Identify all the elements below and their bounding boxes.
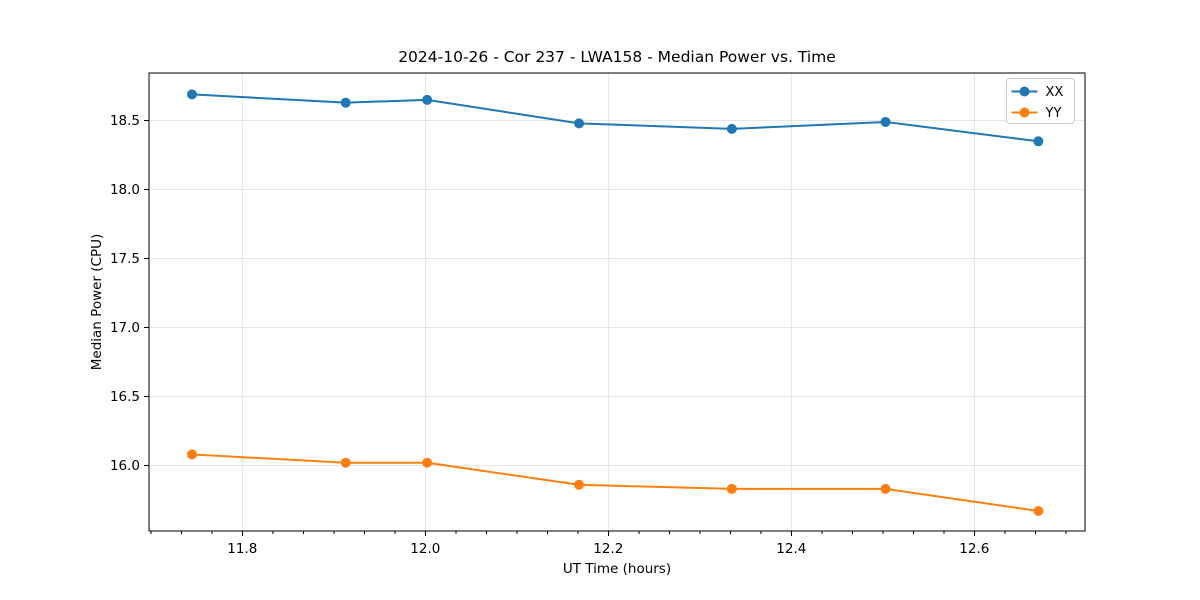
data-point-YY <box>422 457 433 468</box>
legend-box <box>1006 78 1075 124</box>
y-tick-label: 17.5 <box>110 251 140 267</box>
y-tick-label: 16.5 <box>110 389 140 405</box>
y-tick-label: 17.0 <box>110 320 140 336</box>
y-tick-label: 18.0 <box>110 182 140 198</box>
plot-border <box>148 72 1086 532</box>
data-point-XX <box>1033 136 1044 147</box>
series-line-XX <box>191 93 1040 143</box>
data-point-XX <box>340 97 351 108</box>
data-point-XX <box>187 89 198 100</box>
data-point-YY <box>726 483 737 494</box>
legend: XX YY <box>1006 78 1075 124</box>
series-line-YY <box>191 453 1040 512</box>
tick-layer <box>144 120 1067 536</box>
data-point-YY <box>1033 505 1044 516</box>
chart-title: 2024-10-26 - Cor 237 - LWA158 - Median P… <box>398 48 836 66</box>
series-layer <box>187 89 1044 516</box>
x-tick-label: 11.8 <box>227 541 257 557</box>
data-point-YY <box>880 483 891 494</box>
tick-label-layer: 11.8 12.0 12.2 12.4 12.6 16.0 16.5 17.0 17.5 18.0… <box>110 113 989 557</box>
x-axis-label: UT Time (hours) <box>563 561 671 577</box>
data-point-YY <box>574 479 585 490</box>
data-point-XX <box>422 94 433 105</box>
legend-marker <box>1019 86 1030 97</box>
x-tick-label: 12.4 <box>776 541 806 557</box>
data-point-XX <box>726 123 737 134</box>
x-tick-label: 12.2 <box>593 541 623 557</box>
legend-label-YY: YY <box>1045 106 1062 121</box>
x-tick-label: 12.6 <box>959 541 989 557</box>
data-point-XX <box>880 116 891 127</box>
data-point-YY <box>340 457 351 468</box>
x-tick-label: 12.0 <box>410 541 440 557</box>
grid-layer <box>149 73 1085 531</box>
data-point-XX <box>574 118 585 129</box>
data-point-YY <box>187 449 198 460</box>
y-tick-label: 18.5 <box>110 113 140 129</box>
legend-label-XX: XX <box>1046 85 1064 100</box>
legend-marker <box>1019 107 1030 118</box>
y-axis-label: Median Power (CPU) <box>89 234 105 370</box>
y-tick-label: 16.0 <box>110 458 140 474</box>
